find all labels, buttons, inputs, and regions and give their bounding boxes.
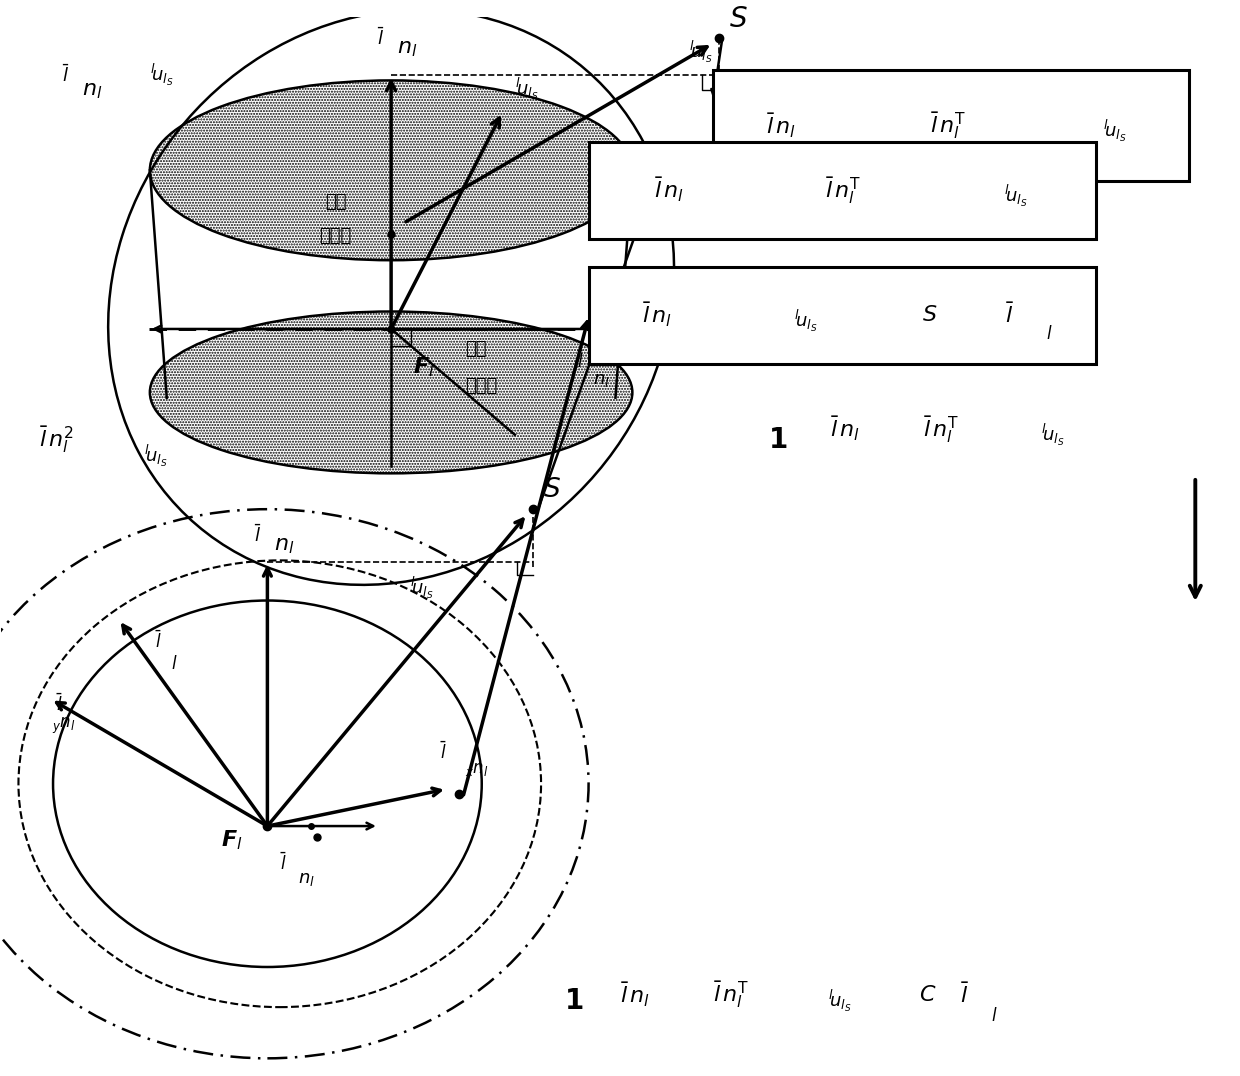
Text: $S$: $S$: [921, 306, 937, 325]
Text: $S$: $S$: [543, 478, 562, 504]
Bar: [713, 70, 1189, 181]
Text: $\bar{l}\,n_l$: $\bar{l}\,n_l$: [831, 415, 861, 443]
Text: ${}^l\!u_{l_S}$: ${}^l\!u_{l_S}$: [1004, 183, 1028, 209]
Text: $\bar{l}\,n_l$: $\bar{l}\,n_l$: [766, 112, 796, 140]
Text: $\bar{l}\,n_l$: $\bar{l}\,n_l$: [620, 981, 650, 1009]
Text: $\bar{l}$: $\bar{l}$: [377, 27, 384, 48]
Text: $n_l$: $n_l$: [274, 536, 294, 556]
Text: $n_l$: $n_l$: [397, 39, 418, 59]
Text: $\bar{l}$: $\bar{l}$: [62, 65, 69, 86]
Text: ${}^l\!u_{l_S}$: ${}^l\!u_{l_S}$: [515, 75, 538, 101]
Text: $\boldsymbol{F}_l$: $\boldsymbol{F}_l$: [413, 355, 435, 379]
Text: $\boldsymbol{F}_l$: $\boldsymbol{F}_l$: [221, 829, 243, 852]
Text: $\bar{l}\,n_l^{\mathrm{T}}$: $\bar{l}\,n_l^{\mathrm{T}}$: [923, 414, 960, 444]
Text: $_x n_l$: $_x n_l$: [465, 761, 489, 778]
Text: $n_l$: $n_l$: [299, 870, 315, 889]
Text: $\mathbf{1}$: $\mathbf{1}$: [564, 987, 584, 1015]
Text: $l$: $l$: [991, 1007, 998, 1025]
Text: $\bar{l}$: $\bar{l}$: [440, 741, 446, 763]
Text: 径向: 径向: [325, 193, 346, 211]
Text: ${}^l\!u_{l_S}$: ${}^l\!u_{l_S}$: [1104, 118, 1127, 144]
Text: ${}^l\!u_{l_S}$: ${}^l\!u_{l_S}$: [689, 39, 713, 65]
Text: $\bar{l}$: $\bar{l}$: [254, 524, 262, 546]
Text: $\bar{l}\,n_l^{\mathrm{T}}$: $\bar{l}\,n_l^{\mathrm{T}}$: [825, 175, 861, 206]
Text: $\bar{l}$: $\bar{l}$: [56, 694, 63, 716]
Text: ${}^l\!u_{l_S}$: ${}^l\!u_{l_S}$: [794, 308, 817, 334]
Text: $l$: $l$: [1047, 325, 1053, 343]
Text: $\mathbf{1}$: $\mathbf{1}$: [769, 426, 787, 454]
Text: $n_l$: $n_l$: [593, 371, 610, 390]
Text: $\bar{l}$: $\bar{l}$: [960, 983, 970, 1007]
Text: $\bar{l}\,n_l$: $\bar{l}\,n_l$: [655, 176, 684, 204]
Bar: [589, 267, 1096, 364]
Text: $\bar{l}\,n_l^{\mathrm{T}}$: $\bar{l}\,n_l^{\mathrm{T}}$: [713, 980, 749, 1010]
Ellipse shape: [150, 312, 632, 473]
Text: $\bar{l}$: $\bar{l}$: [155, 631, 162, 652]
Text: $\bar{l}\,n_l^2$: $\bar{l}\,n_l^2$: [38, 425, 73, 455]
Text: ${}^l\!u_{l_S}$: ${}^l\!u_{l_S}$: [150, 62, 174, 88]
Text: 零位轴: 零位轴: [465, 377, 497, 395]
Text: $\bar{l}\,n_l^{\mathrm{T}}$: $\bar{l}\,n_l^{\mathrm{T}}$: [930, 111, 966, 141]
Text: $_y n_l$: $_y n_l$: [52, 716, 76, 736]
Ellipse shape: [150, 81, 632, 260]
Text: ${}^l\!u_{l_S}$: ${}^l\!u_{l_S}$: [409, 575, 433, 601]
Text: ${}^l\!u_{l_S}$: ${}^l\!u_{l_S}$: [828, 988, 852, 1014]
Text: $l$: $l$: [171, 655, 177, 674]
Text: $S$: $S$: [729, 4, 748, 33]
Text: ${}^l\!u_{l_S}$: ${}^l\!u_{l_S}$: [1040, 422, 1064, 448]
Text: $\bar{l}$: $\bar{l}$: [280, 852, 286, 874]
Text: ${}^l\!u_{l_S}$: ${}^l\!u_{l_S}$: [144, 442, 167, 469]
Text: $n_l$: $n_l$: [82, 81, 102, 101]
Text: $\bar{l}\,n_l$: $\bar{l}\,n_l$: [642, 301, 672, 329]
Text: $\bar{l}$: $\bar{l}$: [1006, 303, 1014, 327]
Text: 系统: 系统: [465, 340, 487, 357]
Text: $C$: $C$: [919, 986, 937, 1005]
Text: 坐标轴: 坐标轴: [320, 227, 352, 245]
Text: $\bar{l}$: $\bar{l}$: [577, 350, 584, 371]
Bar: [589, 142, 1096, 239]
